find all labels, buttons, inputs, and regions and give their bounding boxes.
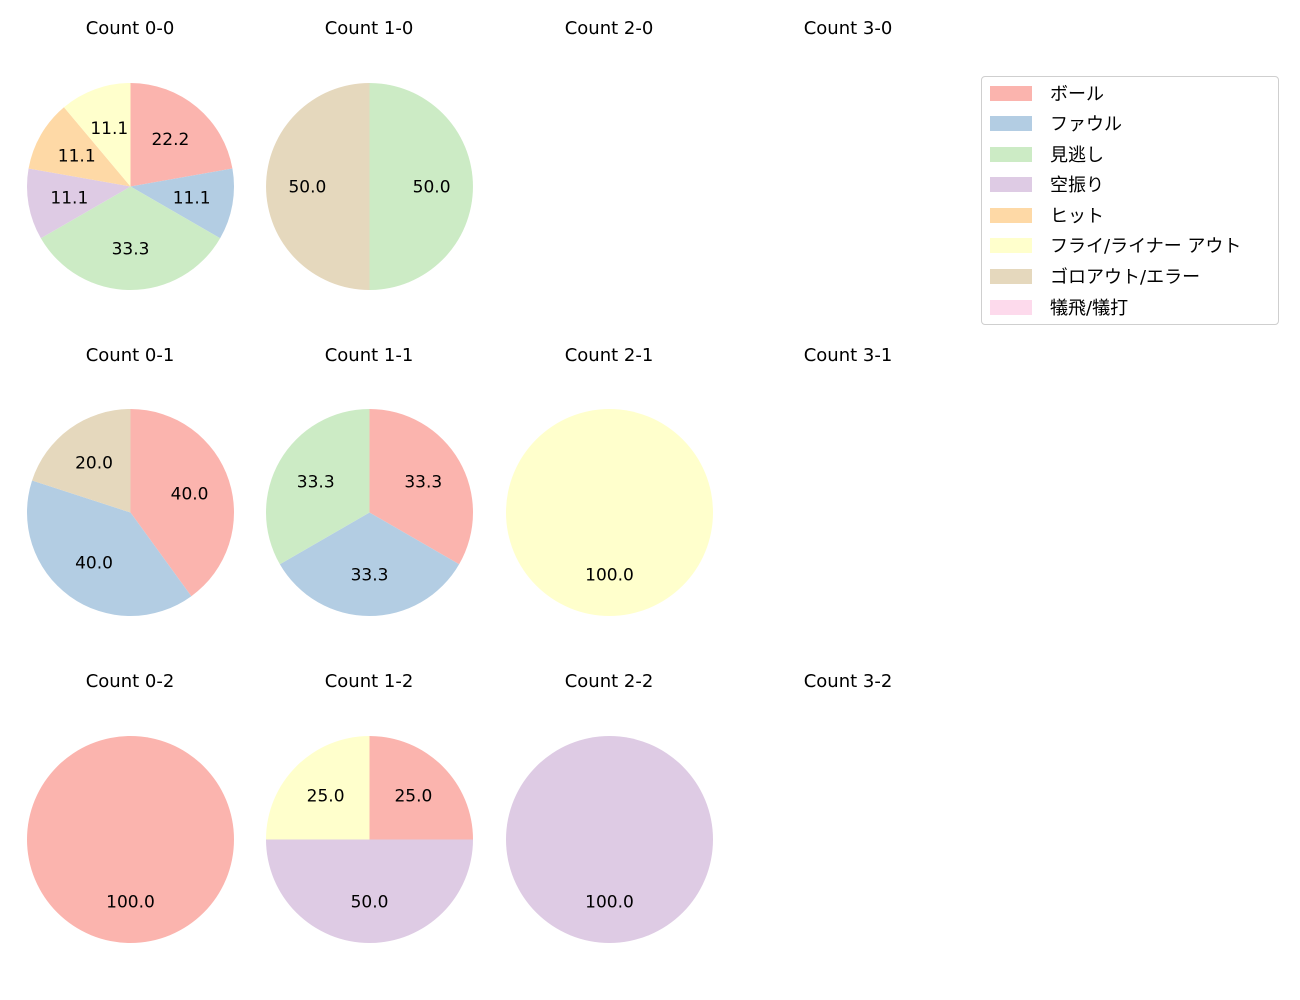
pie-chart: 33.3 33.3 33.3 (265, 408, 473, 616)
pie-slice (26, 735, 234, 943)
slice-label: 40.0 (75, 553, 113, 573)
slice-label: 100.0 (106, 892, 155, 912)
panel-title: Count 3-2 (803, 671, 893, 692)
pie-slice (26, 168, 130, 238)
pie-slice (265, 408, 369, 564)
legend-label: ファウル (1050, 114, 1122, 135)
slice-label: 50.0 (288, 177, 326, 197)
pie-slice (265, 735, 369, 839)
legend-label: 空振り (1050, 175, 1104, 196)
pie-slice (28, 106, 131, 186)
pie-slice (26, 480, 191, 616)
legend-swatch (990, 299, 1032, 315)
legend-swatch (990, 207, 1032, 223)
pie-slice (130, 408, 234, 596)
slice-label: 11.1 (57, 146, 95, 166)
pie-slice (130, 82, 232, 186)
panel-title: Count 0-2 (85, 671, 175, 692)
pie-slice (505, 735, 713, 943)
slice-label: 25.0 (306, 786, 344, 806)
legend-label: ヒット (1050, 206, 1104, 227)
legend-swatch (990, 85, 1032, 101)
slice-label: 50.0 (350, 892, 388, 912)
pie-slice (369, 408, 473, 564)
pie-chart: 40.0 40.0 20.0 (26, 408, 234, 616)
legend-swatch (990, 115, 1032, 131)
legend-item: フライ/ライナー アウト (990, 233, 1241, 257)
legend-label: ゴロアウト/エラー (1050, 267, 1201, 288)
legend-label: ボール (1050, 84, 1104, 105)
slice-label: 50.0 (412, 177, 450, 197)
panel-title: Count 3-0 (803, 18, 893, 39)
slice-label: 40.0 (170, 484, 208, 504)
legend-item: 犠飛/犠打 (990, 295, 1128, 319)
slice-label: 100.0 (585, 892, 634, 912)
legend-item: ヒット (990, 203, 1104, 227)
slice-label: 20.0 (75, 453, 113, 473)
pie-slice (40, 186, 220, 290)
pie-slice (265, 82, 369, 290)
panel-title: Count 1-0 (324, 18, 414, 39)
legend-label: 犠飛/犠打 (1050, 298, 1129, 319)
pie-chart: 100.0 (505, 408, 713, 616)
pie-slice (505, 408, 713, 616)
legend-label: 見逃し (1050, 145, 1104, 166)
panel-title: Count 3-1 (803, 345, 893, 366)
pie-chart: 50.0 50.0 (265, 82, 473, 290)
panel-title: Count 1-2 (324, 671, 414, 692)
legend-item: 見逃し (990, 142, 1104, 166)
pie-slice (265, 839, 473, 943)
legend-item: ファウル (990, 111, 1122, 135)
pie-slice (130, 168, 234, 238)
pie-chart: 22.2 11.1 33.3 11.1 11.1 11.1 (26, 82, 234, 290)
pie-slice (31, 408, 130, 512)
slice-label: 33.3 (296, 472, 334, 492)
slice-label: 22.2 (151, 129, 189, 149)
panel-title: Count 2-2 (564, 671, 654, 692)
legend-swatch (990, 176, 1032, 192)
pie-chart: 100.0 (26, 735, 234, 943)
panel-title: Count 2-1 (564, 345, 654, 366)
panel-title: Count 1-1 (324, 345, 414, 366)
legend-swatch (990, 268, 1032, 284)
pie-slice (369, 735, 473, 839)
panel-title: Count 2-0 (564, 18, 654, 39)
slice-label: 33.3 (404, 472, 442, 492)
legend-item: 空振り (990, 172, 1104, 196)
pie-chart: 100.0 (505, 735, 713, 943)
slice-label: 11.1 (90, 119, 128, 139)
slice-label: 11.1 (172, 188, 210, 208)
legend-swatch (990, 237, 1032, 253)
panel-title: Count 0-1 (85, 345, 175, 366)
slice-label: 33.3 (111, 239, 149, 259)
slice-label: 25.0 (394, 786, 432, 806)
panel-title: Count 0-0 (85, 18, 175, 39)
pie-chart: 25.0 50.0 25.0 (265, 735, 473, 943)
slice-label: 33.3 (350, 565, 388, 585)
legend-item: ゴロアウト/エラー (990, 264, 1200, 288)
slice-label: 11.1 (50, 188, 88, 208)
slice-label: 100.0 (585, 565, 634, 585)
legend-label: フライ/ライナー アウト (1050, 236, 1242, 257)
legend-swatch (990, 146, 1032, 162)
pie-slice (63, 82, 130, 186)
chart-legend: ボール ファウル 見逃し 空振り ヒット フライ/ライナー アウト ゴロアウト/… (981, 76, 1279, 325)
pie-slice (369, 82, 473, 290)
legend-item: ボール (990, 81, 1104, 105)
